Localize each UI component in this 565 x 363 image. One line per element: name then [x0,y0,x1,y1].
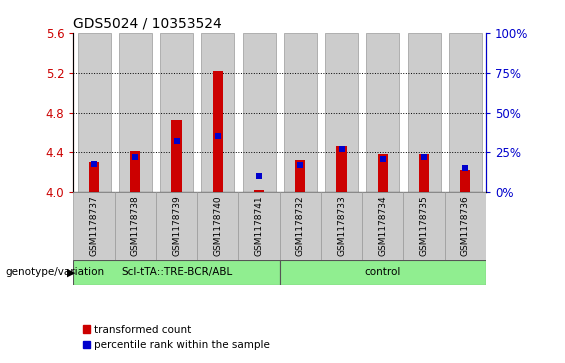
Bar [419,155,429,192]
Bar [325,33,358,192]
Bar [295,160,306,192]
Bar [366,33,399,192]
Bar [171,119,182,192]
Text: GSM1178736: GSM1178736 [461,196,470,257]
Text: ▶: ▶ [67,267,75,277]
Text: Scl-tTA::TRE-BCR/ABL: Scl-tTA::TRE-BCR/ABL [121,267,232,277]
Bar [280,192,321,260]
Text: GSM1178739: GSM1178739 [172,196,181,257]
Bar [160,33,193,192]
Bar [403,192,445,260]
Text: GSM1178733: GSM1178733 [337,196,346,257]
Bar [212,71,223,192]
Text: genotype/variation: genotype/variation [6,267,105,277]
Bar [254,191,264,192]
Text: GSM1178735: GSM1178735 [420,196,428,257]
Bar [73,260,280,285]
Bar [119,33,152,192]
Text: GDS5024 / 10353524: GDS5024 / 10353524 [73,16,222,30]
Bar [130,151,141,192]
Text: GSM1178734: GSM1178734 [379,196,387,256]
Bar [377,155,388,192]
Bar [445,192,486,260]
Bar [115,192,156,260]
Text: GSM1178732: GSM1178732 [296,196,305,256]
Bar [156,192,197,260]
Bar [197,192,238,260]
Bar [73,192,115,260]
Text: GSM1178741: GSM1178741 [255,196,263,256]
Bar [407,33,441,192]
Bar [77,33,111,192]
Bar [362,192,403,260]
Bar [460,171,471,192]
Text: GSM1178738: GSM1178738 [131,196,140,257]
Text: GSM1178740: GSM1178740 [214,196,222,256]
Bar [284,33,317,192]
Text: GSM1178737: GSM1178737 [90,196,98,257]
Bar [449,33,482,192]
Bar [242,33,276,192]
Legend: transformed count, percentile rank within the sample: transformed count, percentile rank withi… [79,321,275,354]
Bar [321,192,362,260]
Bar [336,147,347,192]
Bar [89,163,99,192]
Text: control: control [364,267,401,277]
Bar [238,192,280,260]
Bar [280,260,486,285]
Bar [201,33,234,192]
